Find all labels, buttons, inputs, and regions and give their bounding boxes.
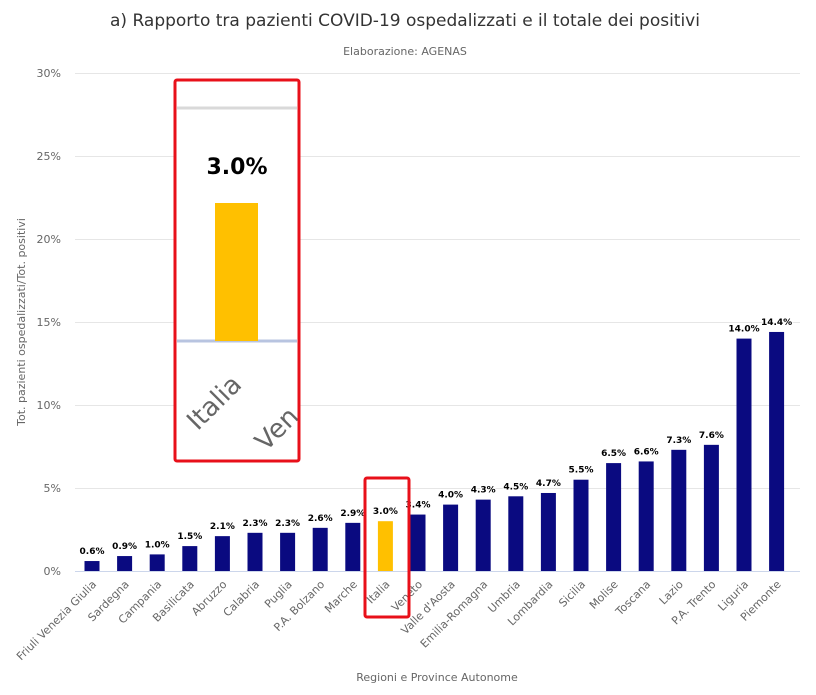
bar [377, 521, 393, 571]
x-tick-label: Sicilia [556, 578, 588, 610]
bar [182, 546, 198, 571]
y-tick-label: 25% [37, 150, 61, 163]
y-tick-label: 10% [37, 399, 61, 412]
data-label: 3.4% [406, 501, 431, 511]
x-tick-label: Italia [364, 578, 392, 606]
y-tick-label: 30% [37, 67, 61, 80]
bar [508, 496, 524, 571]
bar [769, 331, 785, 571]
bar [606, 463, 622, 571]
bar [84, 561, 100, 571]
data-label: 0.6% [80, 547, 105, 557]
data-label: 4.5% [503, 482, 528, 492]
data-label: 7.3% [666, 436, 691, 446]
x-axis-ticks: Friuli Venezia GiuliaSardegnaCampaniaBas… [14, 578, 784, 663]
bar [345, 522, 361, 571]
bar [475, 499, 491, 571]
bar [573, 479, 589, 571]
bar [703, 444, 719, 571]
italia-highlight-box [363, 476, 411, 619]
bar [410, 514, 426, 571]
data-label: 2.1% [210, 522, 235, 532]
data-label: 2.6% [308, 514, 333, 524]
bar [214, 536, 230, 571]
data-label: 6.5% [601, 449, 626, 459]
zoom-inset-border [173, 78, 301, 463]
x-tick-label: Marche [322, 578, 360, 616]
x-tick-label: Toscana [612, 578, 653, 619]
zoom-bar-italia [215, 203, 258, 341]
bar [671, 449, 687, 571]
data-labels: 0.6% 0.9% 1.0% 1.5% 2.1% 2.3% 2.3% 2.6% 2.9% 3.0%… [79, 317, 794, 558]
bars [84, 331, 785, 571]
data-label: 0.9% [112, 542, 137, 552]
data-label: 3.0% [373, 507, 398, 517]
y-axis-ticks: 0% 5% 10% 15% 20% 25% 30% [37, 67, 61, 578]
bar [117, 556, 133, 571]
chart-title: a) Rapporto tra pazienti COVID-19 ospeda… [110, 11, 700, 31]
data-label: 5.5% [569, 466, 594, 476]
data-label: 4.0% [438, 491, 463, 501]
data-label: 2.3% [243, 519, 268, 529]
data-label: 14.4% [761, 318, 792, 328]
data-label: 1.0% [145, 540, 170, 550]
y-axis-title: Tot. pazienti ospedalizzati/Tot. positiv… [15, 218, 28, 427]
bar [443, 504, 459, 571]
data-label: 4.7% [536, 479, 561, 489]
data-label: 1.5% [177, 532, 202, 542]
bar [247, 532, 263, 571]
data-label: 14.0% [728, 325, 759, 335]
bar [312, 527, 328, 571]
x-axis-title: Regioni e Province Autonome [356, 671, 518, 684]
y-tick-label: 15% [37, 316, 61, 329]
data-label: 6.6% [634, 447, 659, 457]
x-tick-label: Calabria [221, 578, 262, 619]
y-tick-label: 20% [37, 233, 61, 246]
data-label: 2.9% [340, 509, 365, 519]
data-label: 7.6% [699, 431, 724, 441]
data-label: 2.3% [275, 519, 300, 529]
zoom-bar-label: 3.0% [206, 155, 267, 180]
bar [638, 461, 654, 571]
y-tick-label: 5% [44, 482, 61, 495]
data-label: 4.3% [471, 486, 496, 496]
y-tick-label: 0% [44, 565, 61, 578]
bar [280, 532, 296, 571]
x-tick-label: Lazio [657, 578, 686, 607]
bar [736, 338, 752, 571]
zoom-inset: 3.0% Italia Ven [173, 78, 305, 463]
bar [540, 492, 556, 571]
bar [149, 554, 165, 571]
chart-subtitle: Elaborazione: AGENAS [343, 45, 467, 58]
x-tick-label: Friuli Venezia Giulia [14, 578, 99, 663]
